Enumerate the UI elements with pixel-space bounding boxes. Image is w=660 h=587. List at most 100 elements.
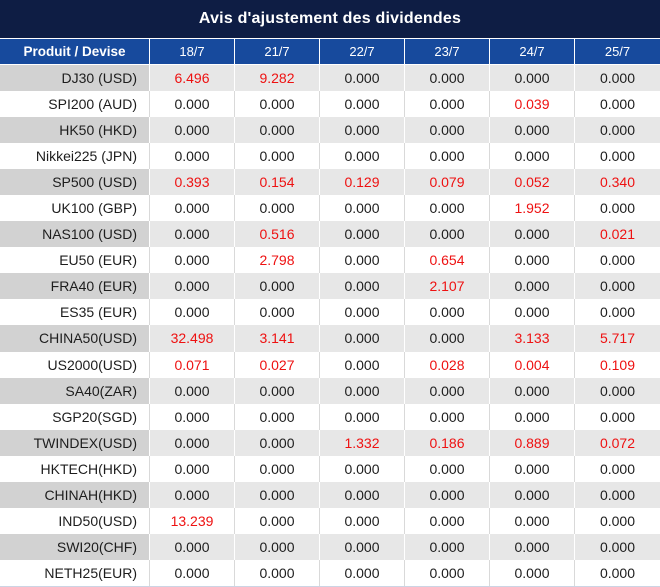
product-cell: EU50 (EUR) (0, 247, 150, 274)
value-cell: 0.000 (150, 91, 235, 118)
value-cell: 0.000 (150, 481, 235, 508)
value-cell: 0.000 (235, 117, 320, 144)
product-cell: ES35 (EUR) (0, 299, 150, 326)
table-row: UK100 (GBP) 0.000 0.000 0.000 0.000 1.952 0.00… (0, 195, 660, 222)
value-cell: 0.000 (320, 325, 405, 352)
value-cell: 0.000 (235, 195, 320, 222)
column-header-product: Produit / Devise (0, 39, 150, 64)
value-cell: 0.000 (405, 507, 490, 534)
value-cell: 0.071 (150, 351, 235, 378)
column-header-date: 25/7 (604, 44, 631, 59)
table-header-row: Produit / Devise 18/7 21/7 22/7 23/7 24/7 25/… (0, 38, 660, 65)
value-cell: 0.000 (405, 325, 490, 352)
value-cell: 0.000 (150, 221, 235, 248)
value-cell: 1.952 (490, 195, 575, 222)
value-cell: 0.021 (575, 221, 660, 248)
value-cell: 3.141 (235, 325, 320, 352)
value-cell: 0.000 (235, 299, 320, 326)
product-cell: HKTECH(HKD) (0, 455, 150, 482)
value-cell: 0.000 (490, 143, 575, 170)
value-cell: 0.000 (320, 481, 405, 508)
value-cell: 0.027 (235, 351, 320, 378)
value-cell: 0.000 (490, 65, 575, 92)
value-cell: 0.000 (599, 304, 636, 321)
value-cell: 0.186 (405, 429, 490, 456)
value-cell: 0.000 (599, 564, 636, 581)
value-cell: 0.000 (599, 512, 636, 529)
value-cell: 0.000 (235, 507, 320, 534)
value-cell: 2.798 (235, 247, 320, 274)
product-cell: CHINAH(HKD) (0, 481, 150, 508)
value-cell: 0.000 (405, 195, 490, 222)
value-cell: 0.000 (575, 273, 660, 300)
value-cell: 0.129 (320, 169, 405, 196)
value-cell: 0.000 (490, 507, 575, 534)
value-cell: 0.516 (235, 221, 320, 248)
value-cell: 0.000 (235, 377, 320, 404)
value-cell: 0.000 (150, 117, 235, 144)
value-cell: 0.000 (405, 559, 490, 586)
value-cell: 0.000 (235, 91, 320, 118)
table-row: DJ30 (USD) 6.496 9.282 0.000 0.000 0.000 0.000 (0, 65, 660, 92)
value-cell: 0.000 (150, 429, 235, 456)
value-cell: 0.079 (405, 169, 490, 196)
value-cell: 5.717 (575, 325, 660, 352)
value-cell: 0.000 (575, 481, 660, 508)
table-row: CHINA50(USD) 32.498 3.141 0.000 0.000 3.133 5.… (0, 325, 660, 352)
value-cell: 0.000 (320, 533, 405, 560)
value-cell: 1.332 (320, 429, 405, 456)
table-title: Avis d'ajustement des dividendes (0, 0, 660, 38)
value-cell: 0.000 (320, 221, 405, 248)
value-cell: 0.000 (490, 273, 575, 300)
value-cell: 2.107 (405, 273, 490, 300)
value-cell: 0.154 (235, 169, 320, 196)
value-cell: 0.000 (320, 91, 405, 118)
value-cell: 0.039 (490, 91, 575, 118)
value-cell: 0.000 (575, 117, 660, 144)
table-row: SGP20(SGD) 0.000 0.000 0.000 0.000 0.000 0.000 (0, 403, 660, 430)
value-cell: 0.000 (150, 273, 235, 300)
value-cell: 0.000 (405, 117, 490, 144)
value-cell: 0.000 (405, 533, 490, 560)
value-cell: 0.000 (235, 143, 320, 170)
value-cell: 0.000 (235, 481, 320, 508)
product-cell: SGP20(SGD) (0, 403, 150, 430)
value-cell: 0.000 (320, 559, 405, 586)
value-cell: 0.000 (599, 148, 636, 165)
value-cell: 0.000 (320, 65, 405, 92)
table-row: EU50 (EUR) 0.000 2.798 0.000 0.654 0.000 0.000 (0, 247, 660, 274)
table-row: SA40(ZAR) 0.000 0.000 0.000 0.000 0.000 0.000 (0, 377, 660, 404)
value-cell: 0.000 (235, 429, 320, 456)
table-row: US2000(USD) 0.071 0.027 0.000 0.028 0.004 0.10… (0, 351, 660, 378)
value-cell: 13.239 (150, 507, 235, 534)
value-cell: 0.000 (490, 403, 575, 430)
value-cell: 0.072 (575, 429, 660, 456)
value-cell: 0.000 (150, 195, 235, 222)
product-cell: SWI20(CHF) (0, 533, 150, 560)
value-cell: 0.000 (490, 221, 575, 248)
value-cell: 0.004 (490, 351, 575, 378)
value-cell: 0.000 (599, 200, 636, 217)
product-cell: US2000(USD) (0, 351, 150, 378)
value-cell: 0.654 (405, 247, 490, 274)
value-cell: 0.000 (320, 143, 405, 170)
value-cell: 0.000 (405, 299, 490, 326)
value-cell: 6.496 (150, 65, 235, 92)
value-cell: 0.000 (405, 403, 490, 430)
value-cell: 0.000 (320, 377, 405, 404)
value-cell: 0.000 (320, 351, 405, 378)
value-cell: 0.000 (320, 507, 405, 534)
product-cell: TWINDEX(USD) (0, 429, 150, 456)
value-cell: 0.000 (150, 559, 235, 586)
value-cell: 0.000 (490, 559, 575, 586)
value-cell: 0.000 (320, 299, 405, 326)
value-cell: 0.000 (150, 533, 235, 560)
table-row: HK50 (HKD) 0.000 0.000 0.000 0.000 0.000 0.000 (0, 117, 660, 144)
value-cell: 32.498 (150, 325, 235, 352)
table-row: IND50(USD) 13.239 0.000 0.000 0.000 0.000 0.00… (0, 507, 660, 534)
table-row: SPI200 (AUD) 0.000 0.000 0.000 0.000 0.039 0.0… (0, 91, 660, 118)
column-header-date: 18/7 (150, 39, 235, 64)
value-cell: 0.000 (490, 455, 575, 482)
value-cell: 0.889 (490, 429, 575, 456)
